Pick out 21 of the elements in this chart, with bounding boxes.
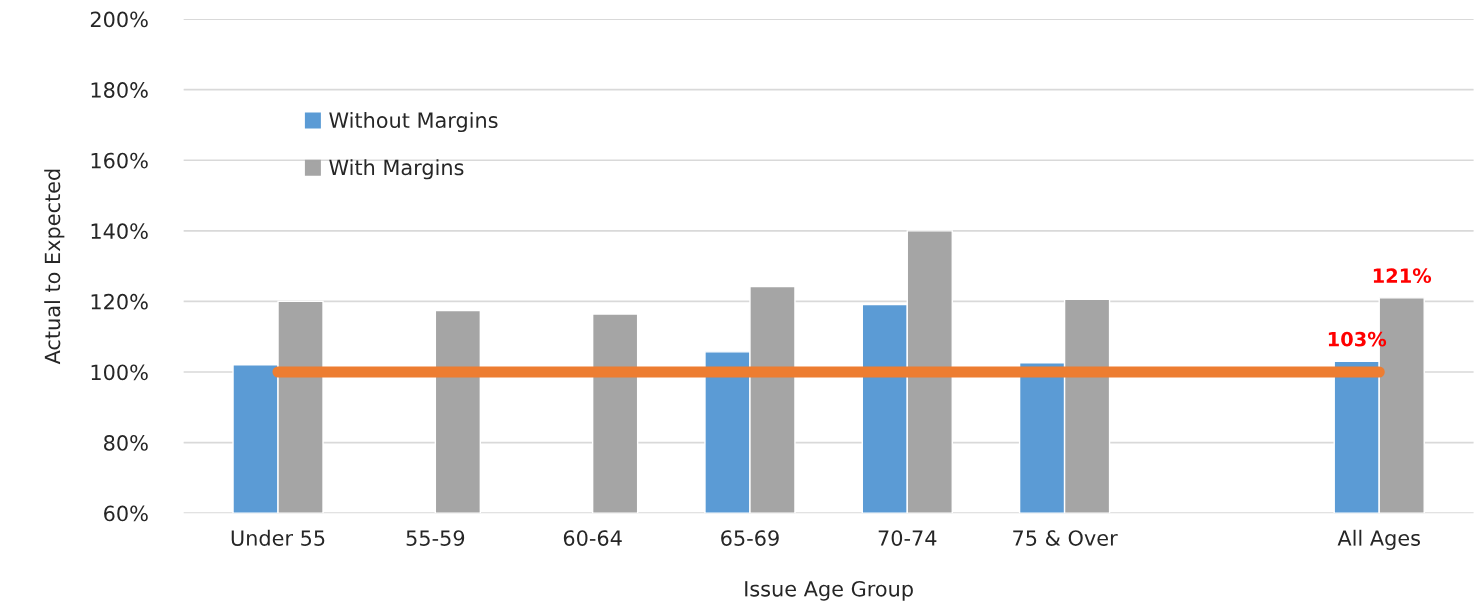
x-tick-label: 70-74	[878, 530, 937, 546]
data-label: 121%	[1373, 268, 1432, 283]
x-axis-title: Issue Age Group	[745, 580, 913, 601]
x-tick-label: 65-69	[721, 530, 779, 546]
x-tick-label: 60-64	[563, 530, 622, 546]
y-tick-label: 60%	[104, 505, 148, 522]
legend-label: Without Margins	[329, 111, 498, 133]
x-tick-label: 75 & Over	[1013, 530, 1118, 546]
y-tick-label: 120%	[91, 293, 148, 310]
y-tick-label: 140%	[91, 223, 148, 240]
y-tick-label: 80%	[104, 435, 148, 451]
y-tick-label: 200%	[90, 11, 148, 28]
x-tick-label: 55-59	[406, 530, 465, 546]
legend-label: With Margins	[329, 159, 464, 180]
y-tick-label: 100%	[91, 364, 148, 381]
data-label: 103%	[1328, 331, 1387, 347]
x-tick-label: All Ages	[1337, 529, 1420, 550]
y-tick-label: 160%	[91, 152, 148, 169]
x-tick-label: Under 55	[231, 529, 325, 546]
y-axis-title: Actual to Expected	[44, 169, 65, 365]
y-tick-label: 180%	[91, 82, 148, 98]
